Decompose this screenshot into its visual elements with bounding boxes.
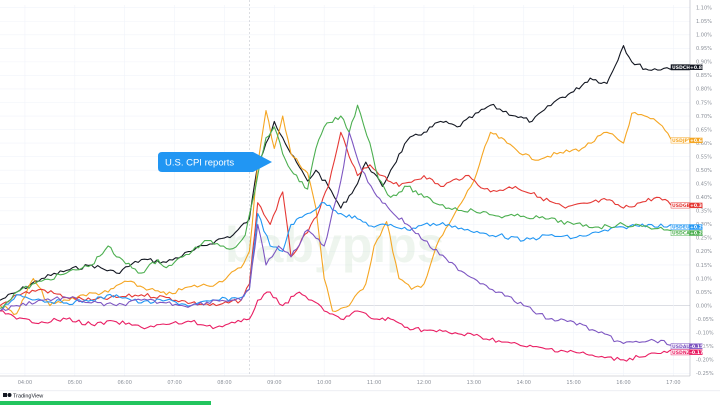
series-tag-name: USDAUD <box>672 344 694 350</box>
y-tick-label: 0.60% <box>696 141 712 147</box>
x-tick-label: 14:00 <box>517 380 531 386</box>
y-tick-label: 0.70% <box>696 114 712 120</box>
y-tick-label: 0.80% <box>696 87 712 93</box>
y-tick-label: 0.20% <box>696 249 712 255</box>
callout-box <box>158 152 272 172</box>
watermark-text: babypips <box>225 217 444 273</box>
x-tick-label: 12:00 <box>417 380 431 386</box>
series-tag-usdeur: USDEUR+0.29% <box>670 224 710 231</box>
progress-bar <box>0 401 211 405</box>
series-tag-name: USDCHF <box>672 65 693 71</box>
y-tick-label: 1.10% <box>696 6 712 12</box>
x-tick-label: 07:00 <box>167 380 181 386</box>
x-tick-label: 17:00 <box>666 380 680 386</box>
series-line-usdaud[interactable] <box>0 131 674 346</box>
series-tag-value: +0.61% <box>690 138 710 144</box>
y-tick-label: -0.05% <box>696 317 714 323</box>
y-tick-label: 0.45% <box>696 182 712 188</box>
series-tag-value: -0.17% <box>690 350 708 356</box>
series-line-usdcad[interactable] <box>0 104 674 309</box>
y-tick-label: -0.10% <box>696 330 714 336</box>
series-tag-usdaud: USDAUD-0.15% <box>670 343 708 350</box>
y-tick-label: 0.55% <box>696 154 712 160</box>
footer-divider <box>0 390 720 392</box>
cpi-annotation: U.S. CPI reports <box>158 152 272 172</box>
y-tick-label: -0.20% <box>696 358 714 364</box>
axes: 1.10% 1.05% 1.00% 0.95% 0.90% 0.85% 0.80% 0.75%… <box>0 0 714 386</box>
y-tick-label: -0.25% <box>696 371 714 377</box>
series-tag-name: USDGBP <box>672 203 694 209</box>
series-tag-value: +0.88% <box>690 65 710 71</box>
x-tick-label: 06:00 <box>117 380 131 386</box>
y-tick-label: 0.15% <box>696 263 712 269</box>
y-tick-label: 0.85% <box>696 73 712 79</box>
series-tag-name: USDEUR <box>672 225 694 231</box>
series-tag-usdchf: USDCHF+0.88% <box>670 64 710 71</box>
series-tag-name: USDCAD <box>672 231 694 237</box>
series-tag-value: +0.29% <box>690 225 710 231</box>
series-line-usdchf[interactable] <box>0 45 674 301</box>
x-tick-label: 11:00 <box>367 380 381 386</box>
y-tick-label: 0.95% <box>696 46 712 52</box>
series-tag-value: +0.28% <box>690 231 710 237</box>
series-tag-usdnzd: USDNZD-0.17% <box>670 349 708 356</box>
series-tag-value: +0.37% <box>690 203 710 209</box>
x-tick-label: 05:00 <box>68 380 82 386</box>
y-tick-label: 0.00% <box>696 303 712 309</box>
y-tick-label: 0.05% <box>696 290 712 296</box>
series-tag-name: USDJPY <box>672 138 692 144</box>
x-tick-label: 13:00 <box>467 380 481 386</box>
footer: TradingView <box>0 390 720 405</box>
y-tick-label: 0.30% <box>696 222 712 228</box>
series-tag-usdgbp: USDGBP+0.37% <box>670 202 710 209</box>
footer-brand: TradingView <box>13 393 43 399</box>
series-tag-usdcad: USDCAD+0.28% <box>670 230 710 237</box>
tradingview-logo-icon <box>3 393 12 397</box>
y-tick-label: 0.65% <box>696 127 712 133</box>
callout-text: U.S. CPI reports <box>165 158 234 169</box>
y-tick-label: 0.40% <box>696 195 712 201</box>
series-lines <box>0 45 674 362</box>
series-line-usdeur[interactable] <box>0 202 674 312</box>
x-tick-label: 16:00 <box>616 380 630 386</box>
x-tick-label: 08:00 <box>217 380 231 386</box>
x-tick-label: 15:00 <box>566 380 580 386</box>
x-tick-label: 09:00 <box>267 380 281 386</box>
y-tick-label: 0.75% <box>696 100 712 106</box>
series-line-usdjpy[interactable] <box>0 110 674 316</box>
series-tag-value: -0.15% <box>690 344 708 350</box>
y-tick-label: 0.25% <box>696 236 712 242</box>
y-tick-label: 1.05% <box>696 19 712 25</box>
series-line-usdnzd[interactable] <box>0 291 674 362</box>
y-tick-label: 0.10% <box>696 276 712 282</box>
series-tag-name: USDNZD <box>672 350 694 356</box>
series-tag-usdjpy: USDJPY+0.61% <box>670 137 710 144</box>
x-tick-label: 04:00 <box>18 380 32 386</box>
grid <box>0 0 690 376</box>
y-tick-label: 0.50% <box>696 168 712 174</box>
y-tick-label: 0.35% <box>696 209 712 215</box>
y-tick-label: 1.00% <box>696 33 712 39</box>
y-tick-label: 0.90% <box>696 60 712 66</box>
x-tick-label: 10:00 <box>317 380 331 386</box>
series-tags: USDCHF+0.88% USDJPY+0.61% USDGBP+0.37% USDE… <box>670 64 710 356</box>
y-tick-label: -0.15% <box>696 344 714 350</box>
